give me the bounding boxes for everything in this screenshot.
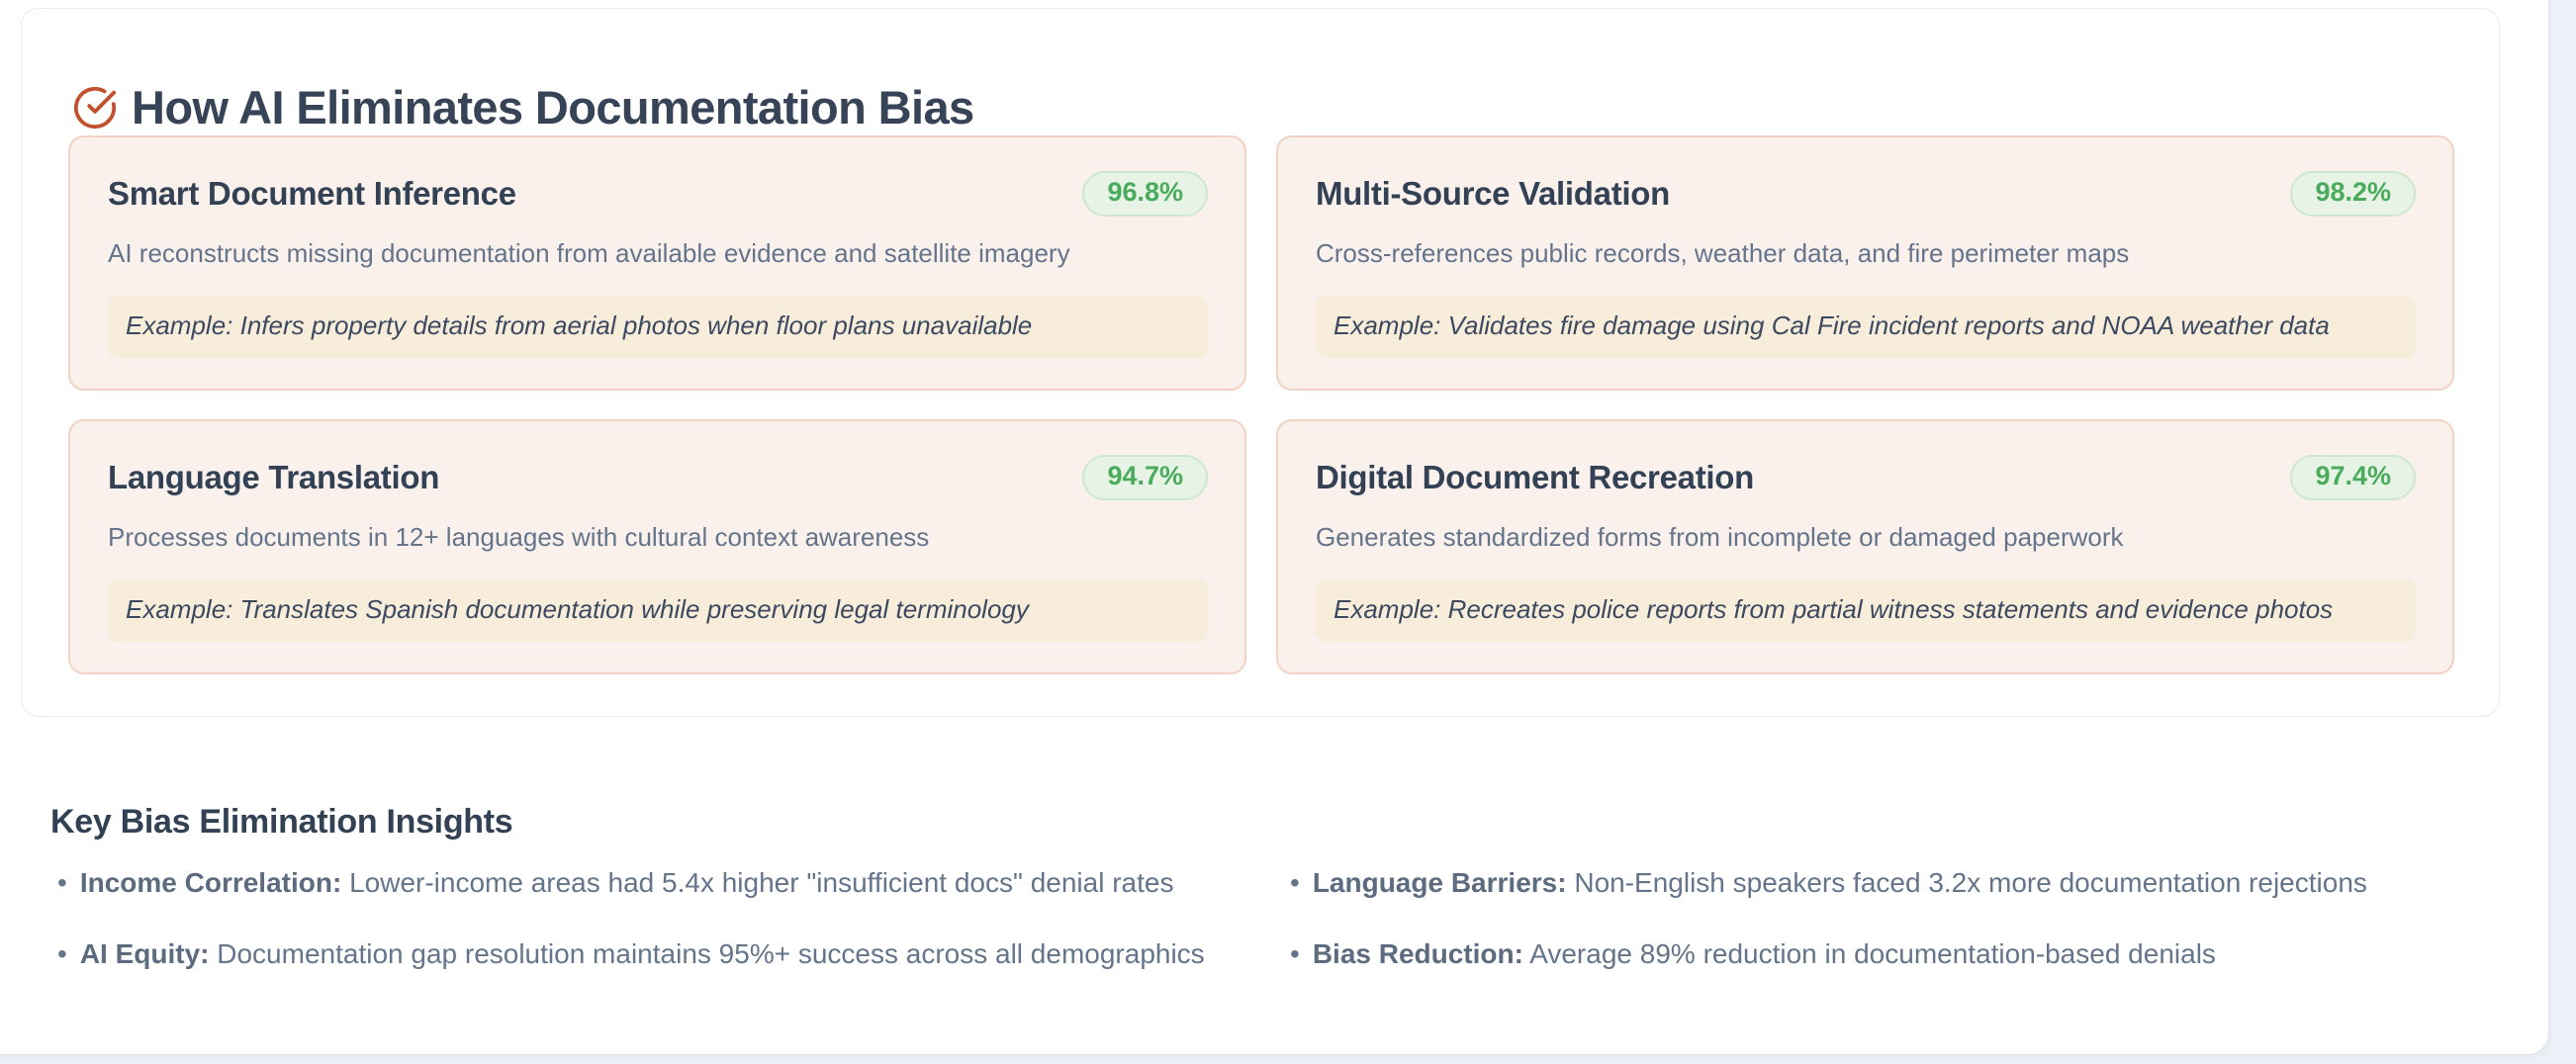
ai-bias-panel: How AI Eliminates Documentation Bias Sma… [21,8,2500,717]
accuracy-badge: 94.7% [1082,455,1208,500]
feature-title: Digital Document Recreation [1316,458,1754,495]
feature-description: AI reconstructs missing documentation fr… [108,237,1070,268]
insight-label: Language Barriers: [1312,867,1567,898]
panel-header: How AI Eliminates Documentation Bias [72,42,974,173]
insight-label: AI Equity: [79,938,210,969]
bullet-icon: • [57,938,67,969]
accuracy-badge: 98.2% [2290,171,2416,217]
feature-title: Multi-Source Validation [1316,174,1670,212]
insight-item-bias-reduction: • Bias Reduction: Average 89% reduction i… [1283,937,2494,971]
insight-item-language-barriers: • Language Barriers: Non-English speakers… [1283,866,2494,900]
feature-description: Cross-references public records, weather… [1316,237,2130,268]
card-head: Multi-Source Validation 98.2% [1316,171,2416,217]
feature-example: Example: Validates fire damage using Cal… [1316,296,2416,358]
feature-example: Example: Infers property details from ae… [108,296,1208,358]
accuracy-badge: 96.8% [1082,171,1208,217]
bullet-icon: • [1290,938,1300,969]
feature-title: Smart Document Inference [108,174,516,212]
insight-label: Bias Reduction: [1312,938,1523,969]
insight-text: Average 89% reduction in documentation-b… [1529,938,2216,969]
feature-example: Example: Translates Spanish documentatio… [108,579,1208,642]
feature-card-language-translation: Language Translation 94.7% Processes doc… [68,419,1246,674]
check-circle-icon [73,86,117,129]
accuracy-badge: 97.4% [2290,455,2416,500]
feature-card-smart-document-inference: Smart Document Inference 96.8% AI recons… [68,135,1246,391]
insight-text: Lower-income areas had 5.4x higher "insu… [349,867,1174,898]
feature-card-multi-source-validation: Multi-Source Validation 98.2% Cross-refe… [1276,135,2454,391]
bullet-icon: • [1290,867,1300,898]
feature-card-digital-document-recreation: Digital Document Recreation 97.4% Genera… [1276,419,2454,674]
feature-title: Language Translation [108,458,440,495]
insight-text: Non-English speakers faced 3.2x more doc… [1574,867,2367,898]
insights-heading: Key Bias Elimination Insights [50,803,513,841]
card-head: Smart Document Inference 96.8% [108,171,1208,217]
insights-grid: • Income Correlation: Lower-income areas … [50,866,2494,971]
card-head: Digital Document Recreation 97.4% [1316,455,2416,500]
card-head: Language Translation 94.7% [108,455,1208,500]
insight-item-ai-equity: • AI Equity: Documentation gap resolution… [50,937,1283,971]
page-title: How AI Eliminates Documentation Bias [132,81,974,133]
bullet-icon: • [57,867,67,898]
feature-description: Processes documents in 12+ languages wit… [108,521,930,552]
key-insights-section: Key Bias Elimination Insights • Income Co… [50,803,2494,971]
insight-text: Documentation gap resolution maintains 9… [217,938,1205,969]
feature-example: Example: Recreates police reports from p… [1316,579,2416,642]
feature-description: Generates standardized forms from incomp… [1316,521,2124,552]
feature-cards-grid: Smart Document Inference 96.8% AI recons… [68,135,2454,674]
insight-label: Income Correlation: [79,867,342,898]
insight-item-income-correlation: • Income Correlation: Lower-income areas … [50,866,1283,900]
